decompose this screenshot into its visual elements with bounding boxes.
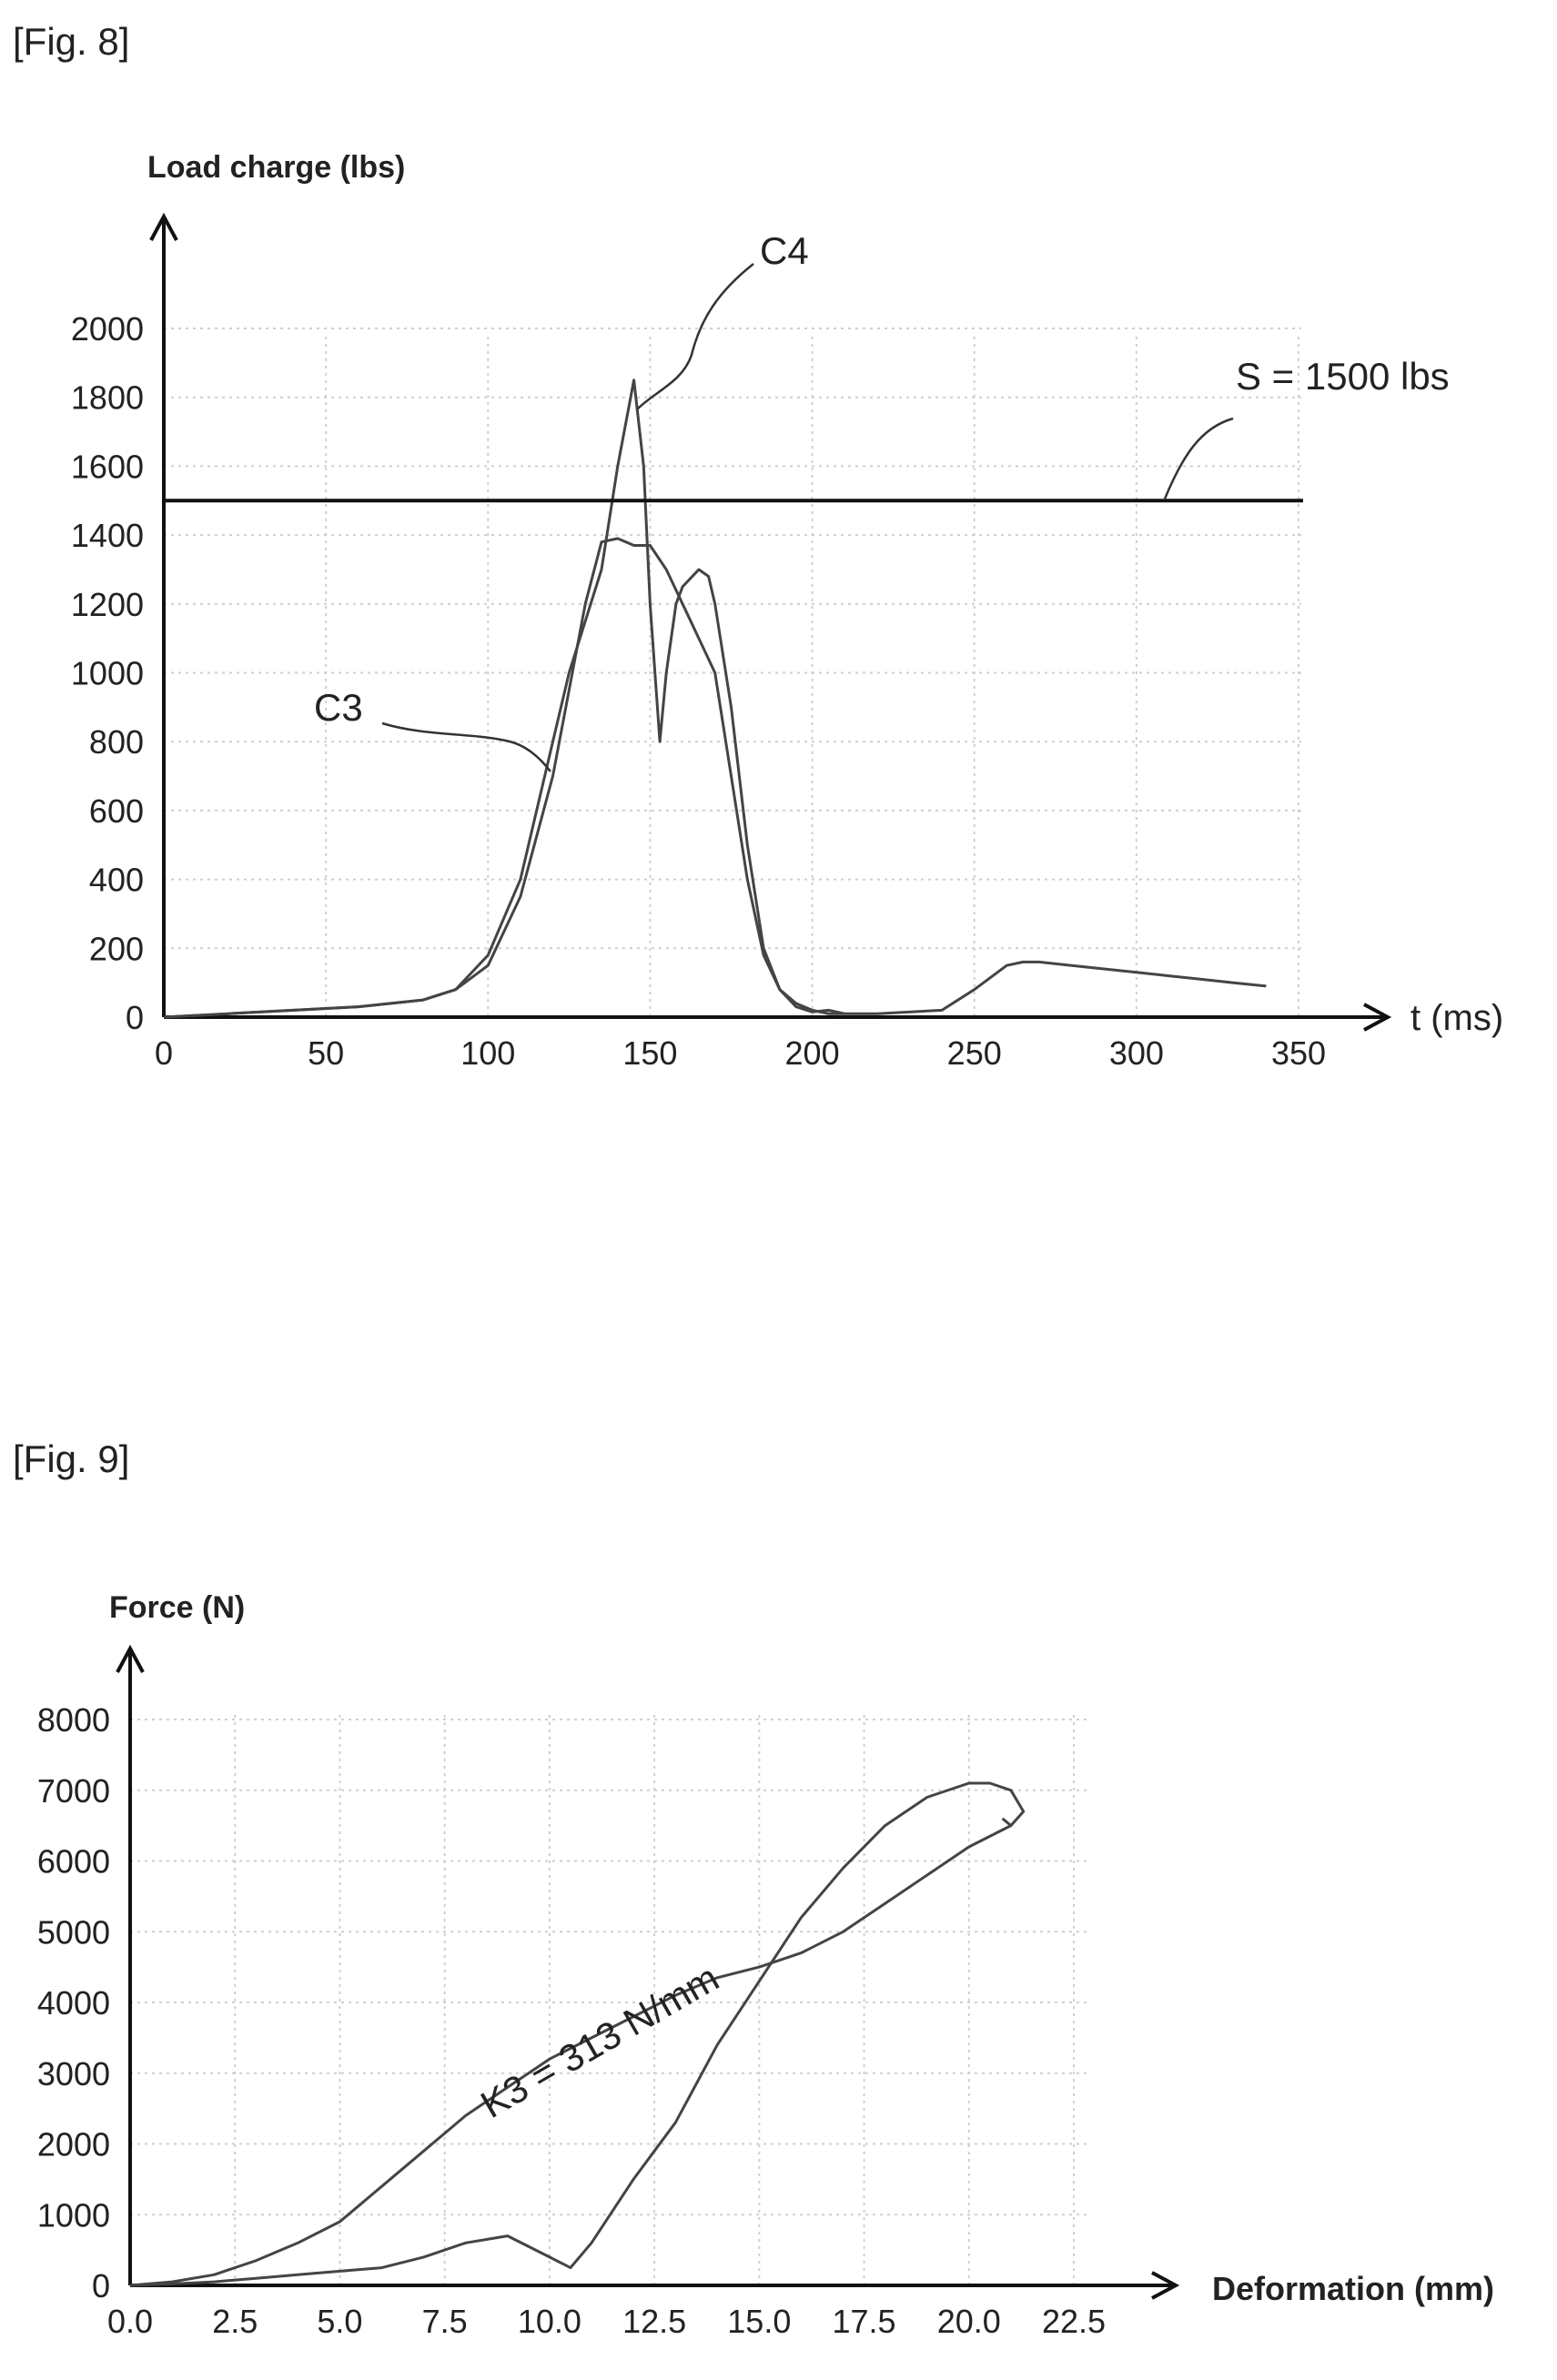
y-tick-label: 0: [126, 999, 144, 1036]
x-tick-label: 2.5: [212, 2303, 258, 2340]
x-axis-label: t (ms): [1410, 998, 1503, 1038]
x-axis-arrow-icon: [1363, 1003, 1392, 1032]
c4-leader-line: [636, 263, 754, 410]
y-tick-label: 8000: [37, 1701, 110, 1739]
x-tick-label: 150: [622, 1034, 677, 1072]
y-tick-label: 1000: [71, 655, 144, 692]
threshold-label: S = 1500 lbs: [1236, 355, 1450, 398]
y-tick-label: 600: [89, 792, 144, 830]
x-tick-label: 7.5: [422, 2303, 468, 2340]
load-charge-chart: 0 200 400 600 800 1000 1200 1400 1600 1800 2000 0 50…: [71, 150, 1503, 1072]
y-tick-label: 1200: [71, 586, 144, 623]
y-axis-arrow-icon: [149, 212, 178, 241]
x-tick-label: 22.5: [1042, 2303, 1106, 2340]
y-tick-label: 4000: [37, 1984, 110, 2022]
figure-9-label: [Fig. 9]: [13, 1437, 130, 1480]
threshold-leader-line: [1163, 417, 1234, 499]
y-axis-arrow-icon: [116, 1644, 145, 1673]
y-tick-label: 2000: [37, 2126, 110, 2163]
x-tick-label: 0: [155, 1034, 173, 1072]
y-tick-label: 1000: [37, 2196, 110, 2234]
x-tick-label: 100: [460, 1034, 515, 1072]
x-axis-label: Deformation (mm): [1212, 2270, 1494, 2307]
c3-leader-line: [381, 721, 551, 772]
y-axis-label: Force (N): [109, 1590, 245, 1625]
x-tick-label: 300: [1109, 1034, 1164, 1072]
y-tick-label: 1600: [71, 448, 144, 485]
series-line-1: [129, 1824, 1012, 2287]
y-tick-label: 2000: [71, 310, 144, 348]
x-tick-label: 17.5: [833, 2303, 896, 2340]
y-tick-label: 7000: [37, 1772, 110, 1810]
x-tick-label: 50: [308, 1034, 344, 1072]
y-tick-label: 400: [89, 862, 144, 899]
y-tick-label: 0: [92, 2267, 110, 2304]
series-label-c4: C4: [760, 229, 809, 272]
series-line-2: [129, 1781, 1026, 2287]
y-tick-label: 800: [89, 723, 144, 761]
series-line-2: [163, 378, 845, 1019]
figure-8-label: [Fig. 8]: [13, 20, 130, 63]
y-axis-label: Load charge (lbs): [147, 150, 405, 185]
x-tick-label: 0.0: [107, 2303, 153, 2340]
x-tick-label: 10.0: [518, 2303, 581, 2340]
x-tick-label: 350: [1271, 1034, 1326, 1072]
x-tick-label: 12.5: [622, 2303, 686, 2340]
y-tick-label: 1800: [71, 379, 144, 417]
y-tick-label: 6000: [37, 1843, 110, 1881]
series-label-c3: C3: [314, 686, 363, 729]
x-tick-label: 15.0: [727, 2303, 791, 2340]
y-tick-label: 200: [89, 930, 144, 967]
x-tick-label: 250: [947, 1034, 1002, 1072]
y-tick-label: 5000: [37, 1913, 110, 1951]
series-line-1: [163, 537, 1267, 1019]
x-tick-label: 5.0: [317, 2303, 362, 2340]
x-tick-label: 20.0: [937, 2303, 1001, 2340]
x-tick-label: 200: [785, 1034, 840, 1072]
x-axis-arrow-icon: [1151, 2271, 1180, 2300]
y-tick-label: 3000: [37, 2055, 110, 2093]
y-tick-label: 1400: [71, 517, 144, 554]
